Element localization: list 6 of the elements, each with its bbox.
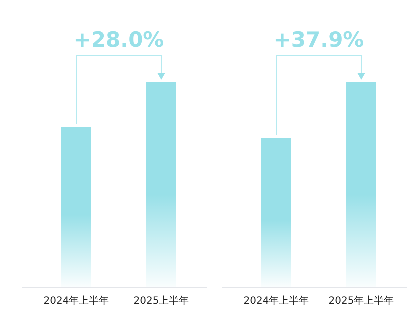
x-tick-label: 2025年上半年 (328, 295, 394, 307)
x-tick-label: 2025上半年 (134, 295, 190, 307)
text: +37.9% (274, 28, 364, 52)
x-tick-label: 2024年上半年 (44, 295, 110, 307)
x-tick-label: 2024年上半年 (244, 295, 310, 307)
text: +28.0% (74, 28, 164, 52)
